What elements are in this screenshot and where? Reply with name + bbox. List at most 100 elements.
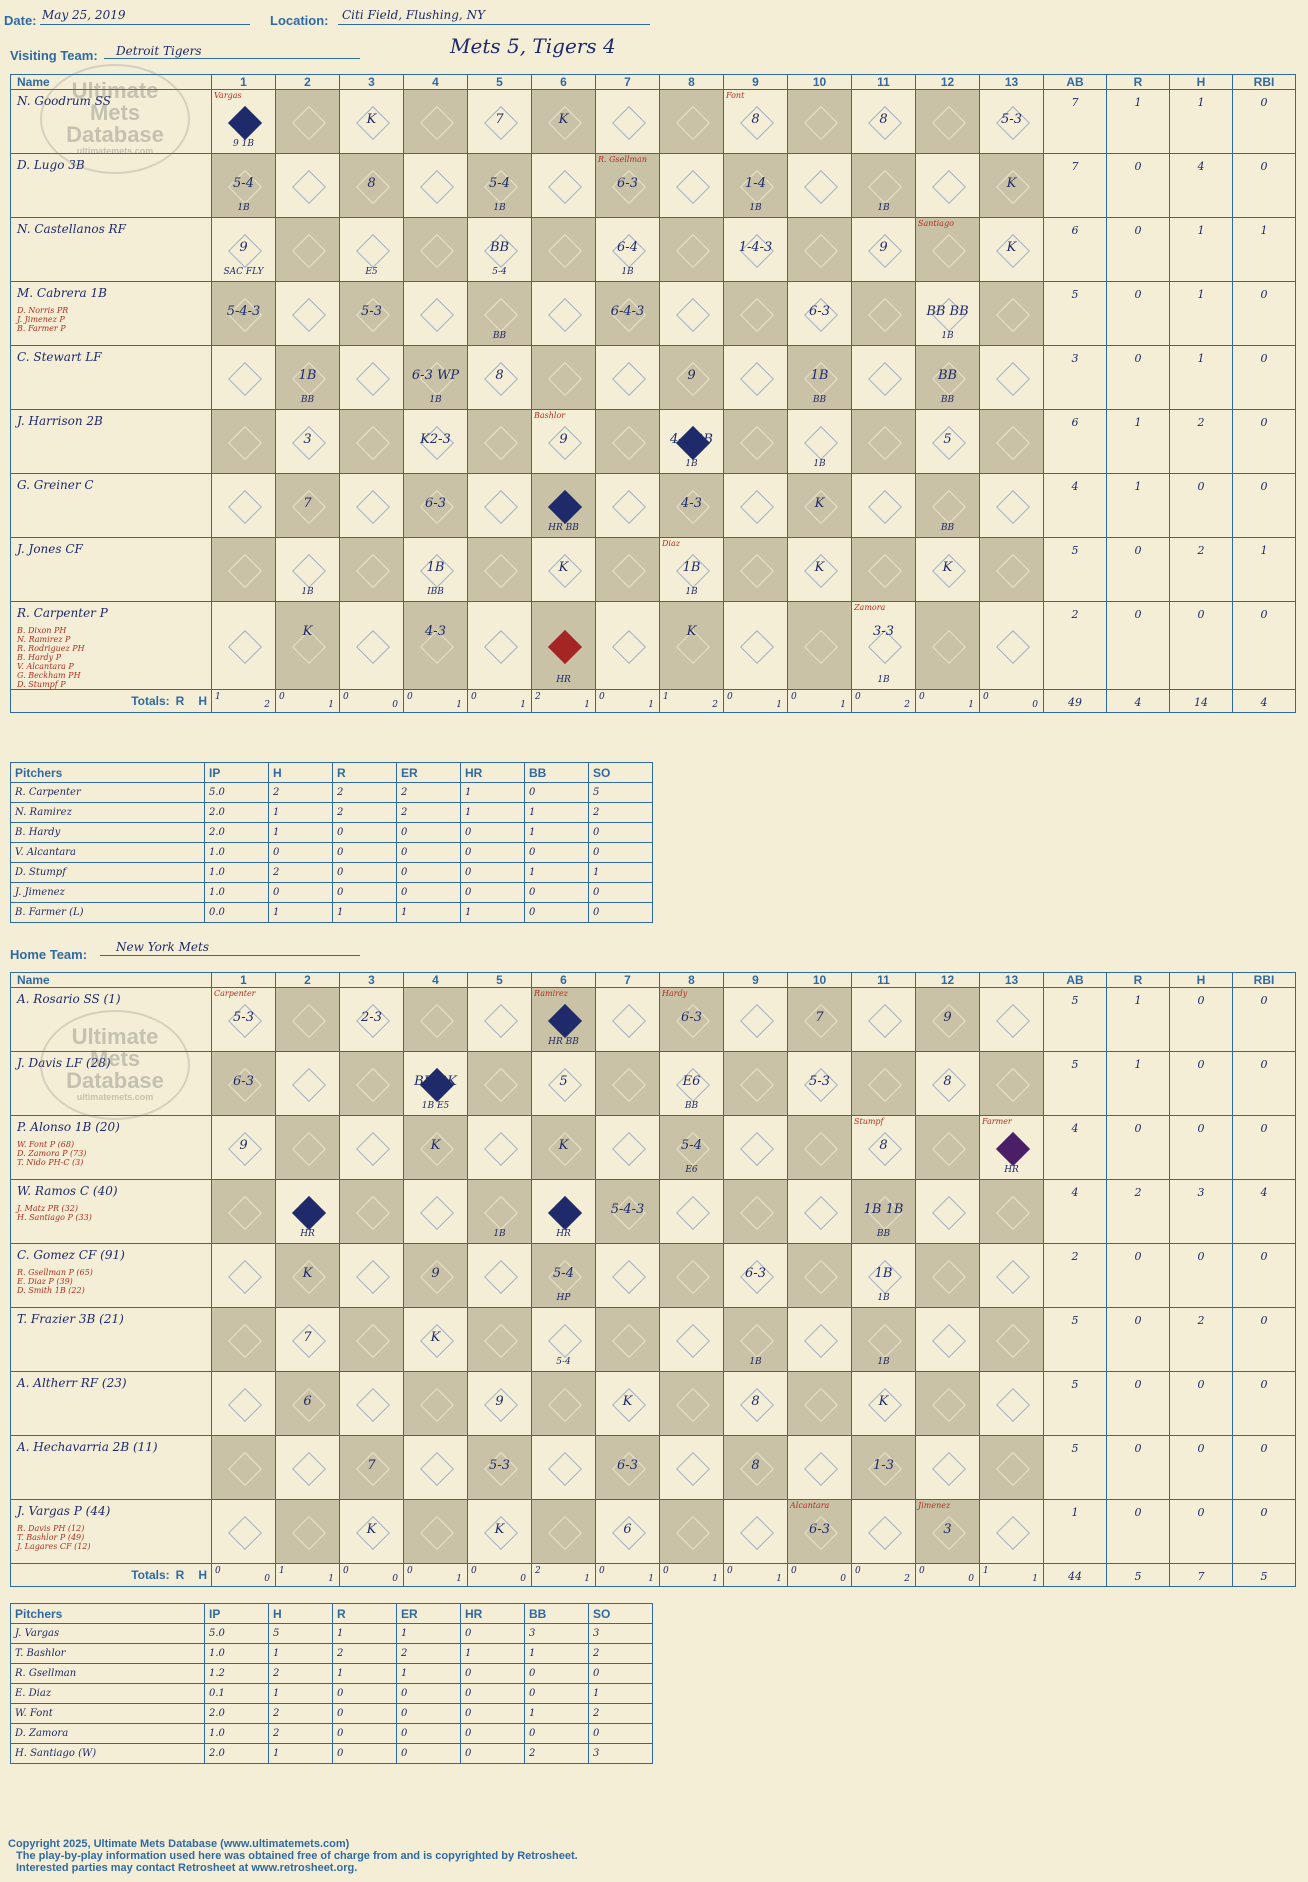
at-bat-cell: K [403,1307,468,1372]
inning-runs: 0 [279,692,285,702]
play-notation: 8 [495,368,504,383]
pitching-col-hr: HR [460,1603,525,1624]
inning-runs: 1 [215,692,221,702]
play-notation: 5-4 [233,176,254,191]
base-diamond [995,1195,1030,1230]
stat-rbi: 0 [1232,473,1296,538]
at-bat-cell [531,345,596,410]
at-bat-cell [339,473,404,538]
at-bat-cell: K [339,89,404,154]
base-diamond [739,1003,774,1038]
batter-row: P. Alonso 1B (20) W. Font P (68) D. Zamora… [10,1115,1296,1180]
at-bat-cell: 5-4 HP [531,1243,596,1308]
batter-name: J. Vargas P (44) [17,1504,111,1518]
play-notation: 5-4 [681,1138,702,1153]
at-bat-cell: 1B 1B BB [851,1179,916,1244]
base-diamond [355,1195,390,1230]
stat-r: 0 [1106,601,1170,690]
base-diamond [547,233,582,268]
batter-name: J. Harrison 2B [17,414,103,428]
pitching-stat: 0 [332,1743,397,1764]
at-bat-cell [531,153,596,218]
base-diamond [931,1131,966,1166]
base-diamond [995,361,1030,396]
at-bat-cell: 1B 1B [851,1243,916,1308]
at-bat-cell [723,281,788,346]
at-bat-cell: 9 [659,345,724,410]
at-bat-cell: 9 [211,1115,276,1180]
at-bat-cell [659,1435,724,1500]
pitching-stat: 0 [396,842,461,863]
stat-r: 1 [1106,89,1170,154]
at-bat-cell [851,345,916,410]
at-bat-cell: Ramirez HR BB [531,987,596,1052]
base-diamond [739,361,774,396]
batter-name: P. Alonso 1B (20) [17,1120,120,1134]
pitcher-name: R. Gsellman [10,1663,205,1684]
pitching-stat: 0.0 [204,902,269,923]
base-diamond [803,169,838,204]
base-diamond [291,297,326,332]
pitcher-row: B. Farmer (L) 0.0 1 1 1 1 0 0 [10,902,653,923]
base-diamond [483,1131,518,1166]
at-bat-cell [467,409,532,474]
base-diamond [547,1195,582,1230]
at-bat-cell: K [787,473,852,538]
play-notation: 9 [239,240,248,255]
pitcher-change-note: Font [726,91,745,100]
at-bat-cell [595,1115,660,1180]
batter-name: A. Rosario SS (1) [17,992,121,1006]
pitching-col-pitchers: Pitchers [10,762,205,783]
play-result: SAC FLY [223,267,264,277]
pitching-stat: 1 [524,1643,589,1664]
base-diamond [291,1067,326,1102]
at-bat-cell [915,1435,980,1500]
pitching-col-bb: BB [524,762,589,783]
col-inning-2: 2 [275,972,340,988]
inning-runs: 1 [663,692,669,702]
at-bat-cell: 6-4-3 [595,281,660,346]
inning-hits: 1 [328,700,334,710]
at-bat-cell [979,601,1044,690]
pitcher-row: B. Hardy 2.0 1 0 0 0 1 0 [10,822,653,843]
batter-row: W. Ramos C (40) J. Matz PR (32) H. Santiag… [10,1179,1296,1244]
play-notation: 9 [687,368,696,383]
rh-r-label: R [175,694,185,708]
pitching-stat: 0 [524,1663,589,1684]
pitching-stat: 5.0 [204,782,269,803]
base-diamond [931,1323,966,1358]
col-ab: AB [1043,74,1107,90]
pitching-stat: 1 [332,1623,397,1644]
stat-ab: 5 [1043,1051,1107,1116]
col-h: H [1169,74,1233,90]
batter-name-cell: P. Alonso 1B (20) W. Font P (68) D. Zamora… [10,1115,212,1180]
at-bat-cell: HR BB [531,473,596,538]
base-diamond [547,629,582,664]
at-bat-cell [851,281,916,346]
at-bat-cell [979,1307,1044,1372]
base-diamond [355,489,390,524]
play-result: 1B [237,203,250,213]
at-bat-cell: BB BB 1B [915,281,980,346]
batter-name: R. Carpenter P [17,606,108,620]
pitching-col-h: H [268,1603,333,1624]
base-diamond [931,105,966,140]
col-inning-5: 5 [467,972,532,988]
batter-row: R. Carpenter P B. Dixon PH N. Ramirez P R. … [10,601,1296,690]
at-bat-cell [211,1371,276,1436]
pitching-stat: 1.0 [204,862,269,883]
at-bat-cell [403,1435,468,1500]
col-r: R [1106,972,1170,988]
base-diamond [483,1195,518,1230]
pitching-stat: 0 [460,1743,525,1764]
home-team-underline [100,955,360,956]
pitching-stat: 0 [588,1663,653,1684]
at-bat-cell: HR [531,601,596,690]
at-bat-cell: K [275,1243,340,1308]
pitching-col-ip: IP [204,762,269,783]
date-value: May 25, 2019 [42,8,126,22]
stat-rbi: 0 [1232,281,1296,346]
